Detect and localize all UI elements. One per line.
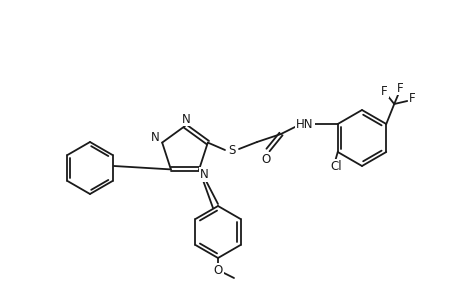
- Text: N: N: [199, 168, 208, 181]
- Text: S: S: [228, 143, 235, 157]
- Text: N: N: [181, 112, 190, 125]
- Text: O: O: [261, 152, 270, 166]
- Text: F: F: [408, 92, 414, 104]
- Text: Cl: Cl: [329, 160, 341, 172]
- Text: F: F: [396, 82, 403, 94]
- Text: F: F: [380, 85, 387, 98]
- Text: N: N: [151, 131, 159, 144]
- Text: HN: HN: [296, 118, 313, 130]
- Text: O: O: [213, 263, 222, 277]
